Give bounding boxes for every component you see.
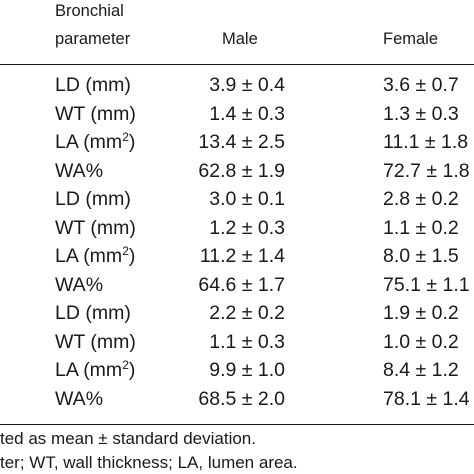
row-female-value: 8.4 ± 1.2 bbox=[383, 359, 459, 381]
row-male-value: 1.2 ± 0.3 bbox=[209, 216, 285, 239]
row-parameter-superscript: 2 bbox=[122, 130, 129, 144]
header-param-line1: Bronchial bbox=[55, 2, 124, 20]
row-parameter: WT (mm) bbox=[55, 102, 136, 125]
header-male: Male bbox=[222, 30, 258, 48]
row-parameter-superscript: 2 bbox=[122, 244, 129, 258]
row-female-value: 72.7 ± 1.8 bbox=[383, 159, 470, 182]
row-female-value: 1.3 ± 0.3 bbox=[383, 102, 459, 125]
row-female-value: 1.1 ± 0.2 bbox=[383, 216, 459, 239]
header-female: Female bbox=[383, 30, 439, 48]
row-parameter: WT (mm) bbox=[55, 330, 136, 353]
row-parameter: LA (mm2) bbox=[55, 358, 136, 381]
row-female-value: 3.6 ± 0.7 bbox=[383, 74, 459, 96]
row-male-value: 3.0 ± 0.1 bbox=[209, 188, 285, 210]
table-row: WT (mm) 1.4 ± 0.3 1.3 ± 0.3 bbox=[0, 100, 474, 128]
table-row: LA (mm2) 13.4 ± 2.5 11.1 ± 1.8 bbox=[0, 128, 474, 156]
table-row: WA% 62.8 ± 1.9 72.7 ± 1.8 bbox=[0, 157, 474, 185]
row-female-value: 8.0 ± 1.5 bbox=[383, 245, 459, 267]
row-male-value: 11.2 ± 1.4 bbox=[199, 245, 285, 267]
footnote-line2: ter; WT, wall thickness; LA, lumen area. bbox=[0, 453, 298, 472]
row-female-value: 1.9 ± 0.2 bbox=[383, 302, 459, 324]
table-row: WA% 68.5 ± 2.0 78.1 ± 1.4 bbox=[0, 385, 474, 413]
row-parameter: LD (mm) bbox=[55, 74, 131, 96]
table-row: WT (mm) 1.2 ± 0.3 1.1 ± 0.2 bbox=[0, 214, 474, 242]
row-male-value: 62.8 ± 1.9 bbox=[198, 159, 285, 182]
table-row: WA% 64.6 ± 1.7 75.1 ± 1.1 bbox=[0, 271, 474, 299]
row-female-value: 78.1 ± 1.4 bbox=[383, 387, 470, 410]
row-male-value: 68.5 ± 2.0 bbox=[198, 387, 285, 410]
table-row: LA (mm2) 11.2 ± 1.4 8.0 ± 1.5 bbox=[0, 242, 474, 270]
row-parameter: LA (mm2) bbox=[55, 130, 136, 153]
footnote-line1: ted as mean ± standard deviation. bbox=[0, 429, 256, 448]
table-row: LD (mm) 3.0 ± 0.1 2.8 ± 0.2 bbox=[0, 185, 474, 213]
row-parameter: WA% bbox=[55, 273, 104, 296]
bottom-rule bbox=[0, 424, 474, 425]
row-male-value: 64.6 ± 1.7 bbox=[198, 273, 285, 296]
row-male-value: 2.2 ± 0.2 bbox=[209, 302, 285, 324]
row-female-value: 2.8 ± 0.2 bbox=[383, 188, 459, 210]
row-parameter: LA (mm2) bbox=[55, 244, 136, 267]
row-female-value: 11.1 ± 1.8 bbox=[383, 131, 469, 153]
table-row: LD (mm) 2.2 ± 0.2 1.9 ± 0.2 bbox=[0, 299, 474, 327]
row-parameter: LD (mm) bbox=[55, 188, 131, 210]
row-parameter-superscript: 2 bbox=[122, 358, 129, 372]
row-male-value: 1.4 ± 0.3 bbox=[209, 102, 285, 125]
row-parameter: WA% bbox=[55, 159, 104, 182]
row-male-value: 13.4 ± 2.5 bbox=[198, 131, 285, 153]
row-parameter: WT (mm) bbox=[55, 216, 136, 239]
row-female-value: 75.1 ± 1.1 bbox=[383, 273, 470, 296]
row-female-value: 1.0 ± 0.2 bbox=[383, 330, 459, 353]
row-male-value: 3.9 ± 0.4 bbox=[209, 74, 285, 96]
row-male-value: 1.1 ± 0.3 bbox=[209, 330, 285, 353]
table-row: LA (mm2) 9.9 ± 1.0 8.4 ± 1.2 bbox=[0, 356, 474, 384]
header-param-line2: parameter bbox=[55, 30, 131, 48]
row-parameter: WA% bbox=[55, 387, 104, 410]
table-row: WT (mm) 1.1 ± 0.3 1.0 ± 0.2 bbox=[0, 328, 474, 356]
header-rule bbox=[0, 64, 474, 65]
row-male-value: 9.9 ± 1.0 bbox=[209, 359, 285, 381]
row-parameter: LD (mm) bbox=[55, 302, 131, 324]
table-row: LD (mm) 3.9 ± 0.4 3.6 ± 0.7 bbox=[0, 71, 474, 99]
